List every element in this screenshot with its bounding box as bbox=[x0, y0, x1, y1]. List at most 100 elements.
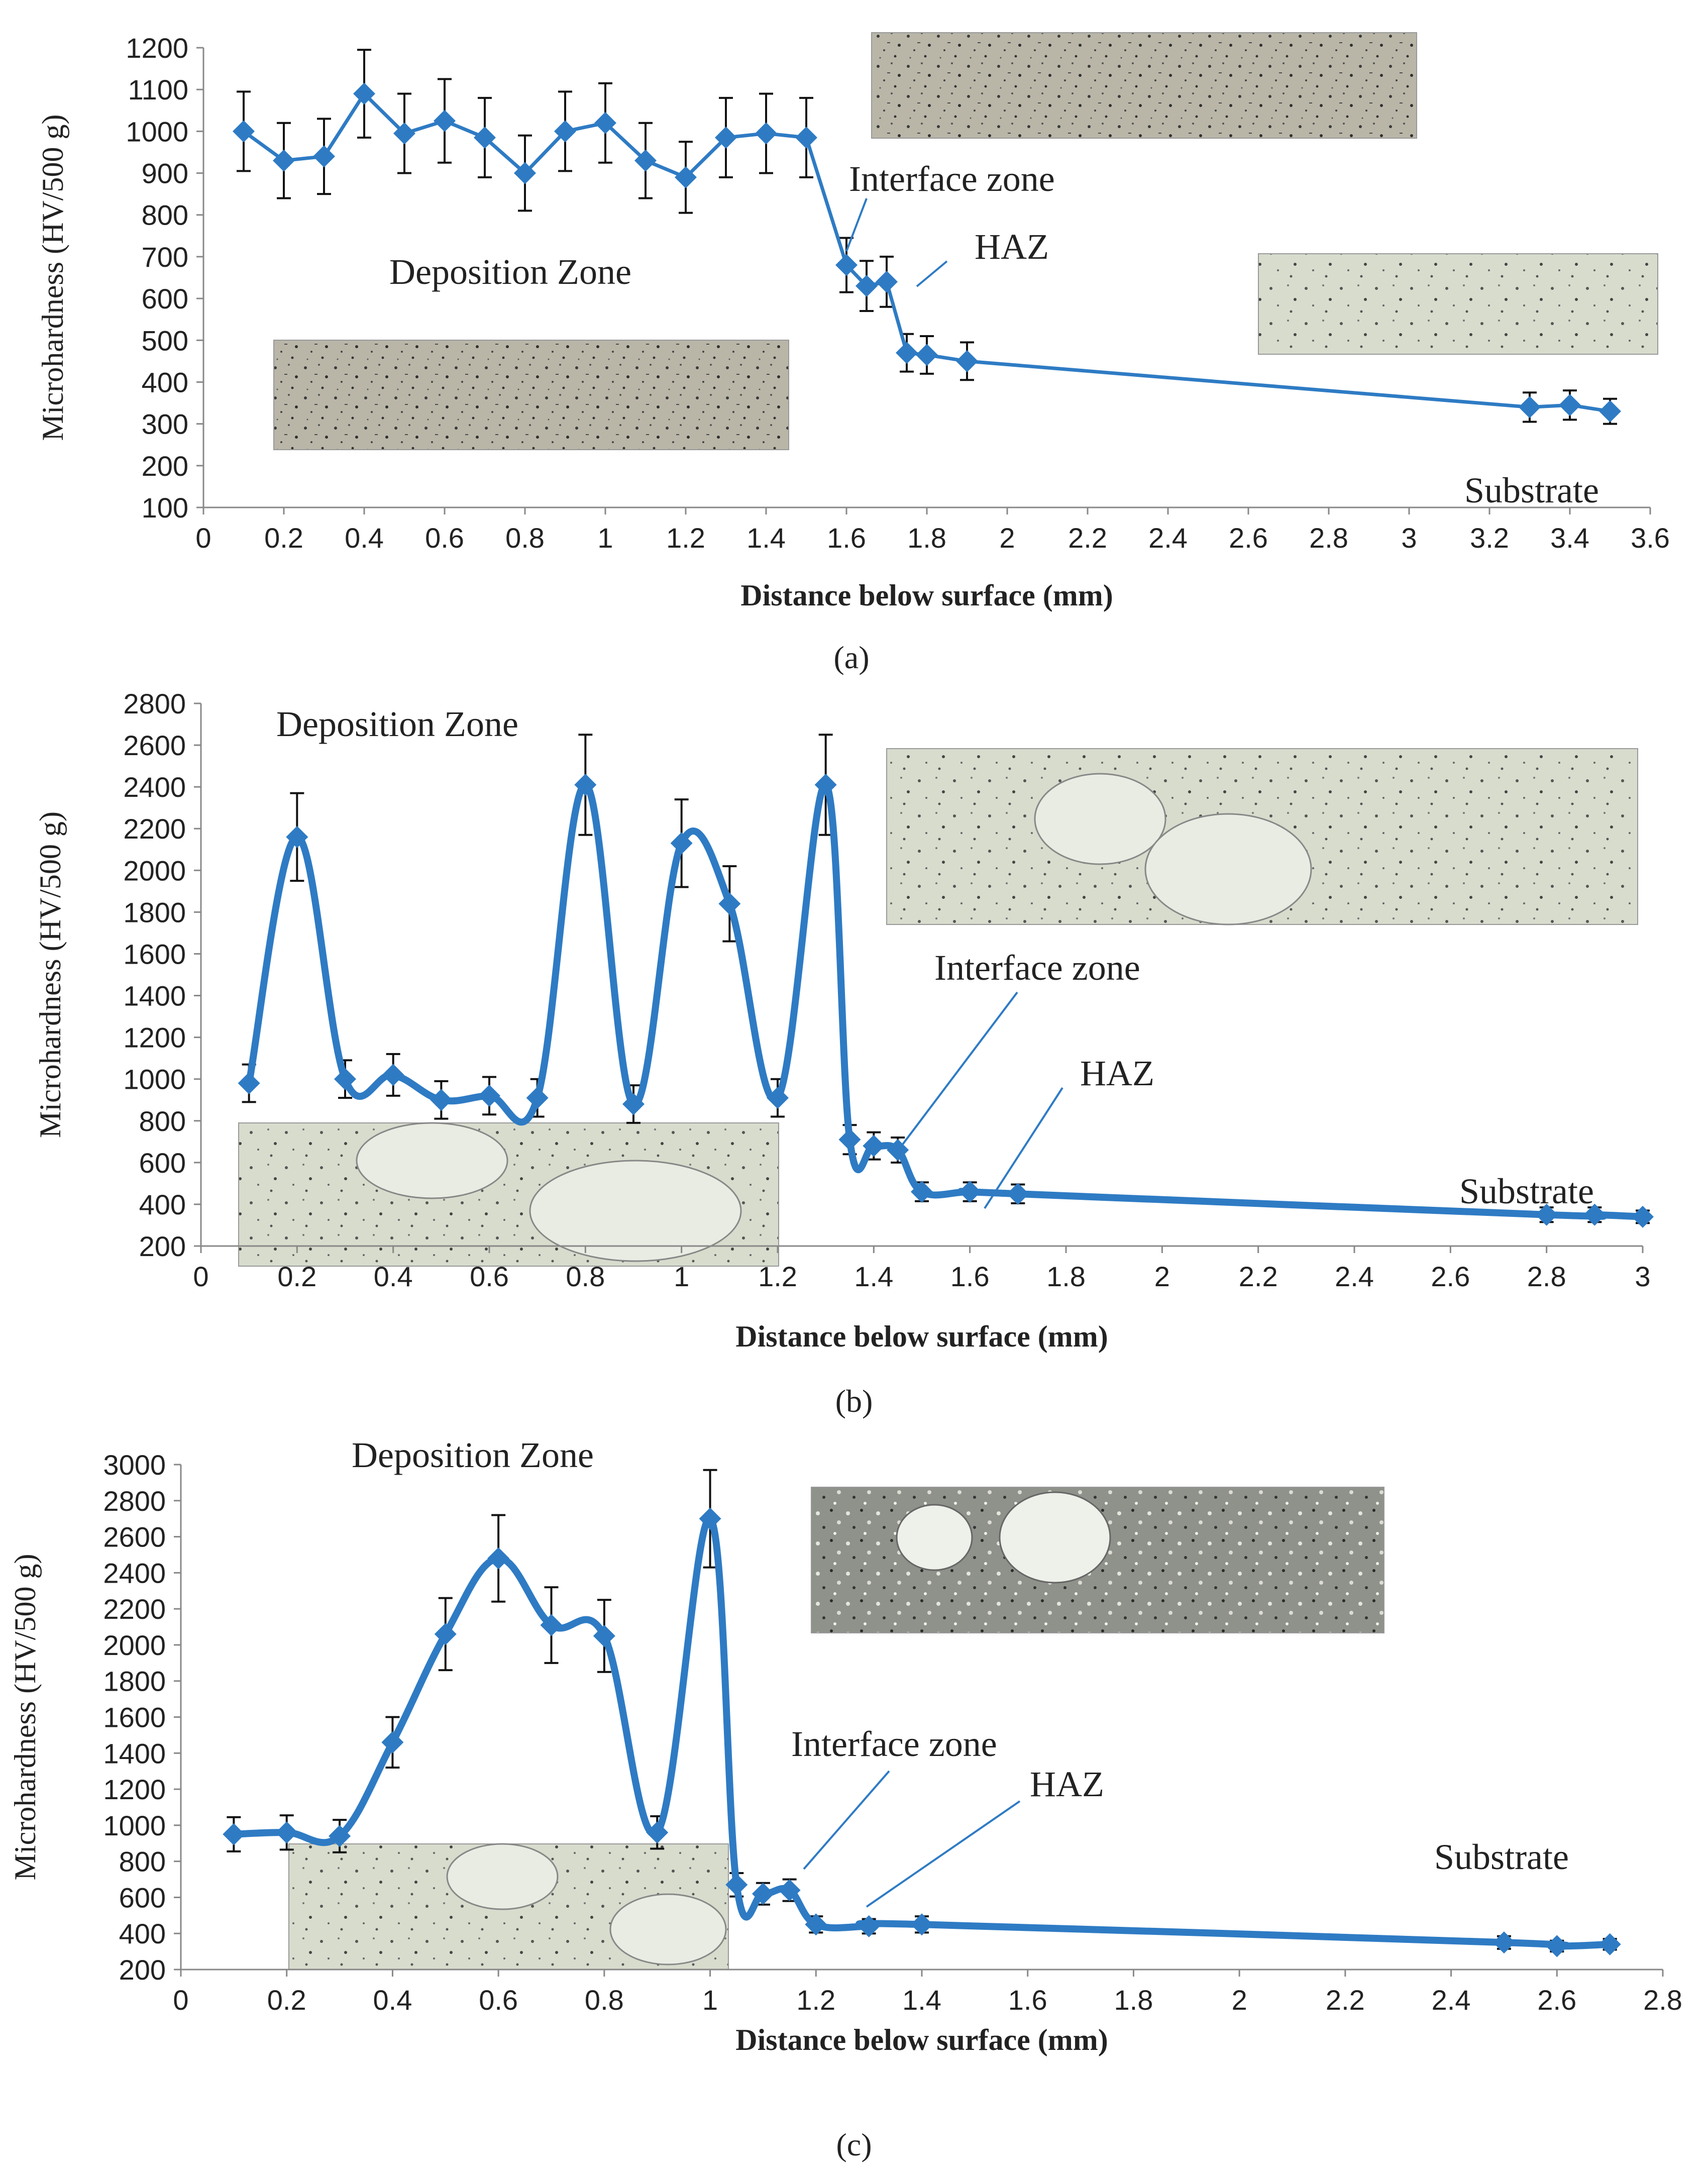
x-tick-label: 0.8 bbox=[566, 1261, 605, 1292]
data-point bbox=[863, 1134, 885, 1157]
x-axis-label: Distance below surface (mm) bbox=[740, 579, 1113, 612]
data-point bbox=[856, 275, 878, 297]
data-point bbox=[718, 892, 741, 915]
data-point bbox=[238, 1072, 260, 1094]
data-point bbox=[313, 145, 335, 168]
data-point bbox=[382, 1064, 404, 1086]
y-tick-label: 2000 bbox=[103, 1629, 166, 1661]
micrograph-particle bbox=[1034, 773, 1166, 865]
y-tick-label: 2200 bbox=[123, 813, 186, 845]
x-tick-label: 1 bbox=[674, 1261, 689, 1292]
x-tick-label: 3 bbox=[1401, 522, 1417, 554]
x-tick-label: 0.4 bbox=[373, 1984, 412, 2016]
x-axis-label: Distance below surface (mm) bbox=[735, 1320, 1108, 1353]
data-point bbox=[778, 1879, 801, 1902]
data-point bbox=[1559, 394, 1581, 417]
data-point bbox=[725, 1874, 748, 1896]
data-point bbox=[430, 1089, 453, 1111]
data-point bbox=[838, 1128, 861, 1151]
y-tick-label: 200 bbox=[119, 1954, 166, 1986]
data-point bbox=[670, 832, 693, 855]
data-point bbox=[1598, 1933, 1621, 1955]
x-tick-label: 1.4 bbox=[902, 1984, 941, 2016]
x-tick-label: 2.4 bbox=[1432, 1984, 1471, 2016]
data-point bbox=[329, 1825, 351, 1847]
y-tick-label: 2800 bbox=[103, 1485, 166, 1517]
data-point bbox=[956, 350, 978, 372]
tick-labels: 0 0.2 0.4 0.6 0.8 1 1.2 1.4 1.6 1.8 2 2.2 2.4 2.6 2.8 3… bbox=[34, 688, 1651, 1353]
haz-arrow bbox=[984, 1087, 1063, 1209]
y-tick-label: 1000 bbox=[126, 116, 188, 147]
x-tick-label: 1.4 bbox=[746, 522, 786, 554]
y-tick-label: 500 bbox=[142, 325, 188, 356]
y-tick-label: 1200 bbox=[103, 1774, 166, 1805]
data-point bbox=[381, 1731, 404, 1753]
data-point bbox=[1632, 1205, 1654, 1228]
x-tick-label: 2.2 bbox=[1239, 1261, 1278, 1292]
x-tick-label: 1.6 bbox=[827, 522, 866, 554]
y-tick-label: 300 bbox=[142, 408, 188, 440]
interface-zone-label: Interface zone bbox=[849, 159, 1055, 199]
data-point bbox=[795, 126, 817, 149]
x-tick-label: 2.6 bbox=[1431, 1261, 1470, 1292]
interface-arrow bbox=[845, 198, 868, 252]
x-tick-label: 0.2 bbox=[277, 1261, 316, 1292]
x-tick-label: 1.4 bbox=[854, 1261, 893, 1292]
data-point bbox=[835, 254, 858, 276]
x-tick-label: 0.8 bbox=[505, 522, 545, 554]
data-point bbox=[1007, 1183, 1029, 1205]
substrate-label: Substrate bbox=[1434, 1837, 1569, 1877]
x-tick-label: 0 bbox=[195, 522, 211, 554]
interface-arrow bbox=[901, 991, 1018, 1147]
data-point bbox=[1599, 400, 1621, 423]
x-tick-label: 2.2 bbox=[1326, 1984, 1365, 2016]
haz-label: HAZ bbox=[1080, 1053, 1154, 1093]
data-point bbox=[858, 1915, 880, 1937]
data-point bbox=[434, 1623, 457, 1645]
x-tick-label: 1.8 bbox=[1114, 1984, 1153, 2016]
data-point bbox=[223, 1823, 245, 1845]
y-tick-label: 700 bbox=[142, 241, 188, 273]
x-tick-label: 0.4 bbox=[345, 522, 384, 554]
data-point bbox=[1519, 396, 1541, 419]
data-point bbox=[554, 120, 576, 143]
axes bbox=[174, 1464, 1664, 1977]
data-points bbox=[223, 1507, 1621, 1957]
chart-panel-b: 0 0.2 0.4 0.6 0.8 1 1.2 1.4 1.6 1.8 2 2.2 2.4 2.6 2.8 3… bbox=[34, 688, 1654, 1419]
data-point bbox=[715, 126, 737, 149]
axes bbox=[196, 47, 1651, 514]
data-point bbox=[275, 1821, 298, 1844]
y-tick-label: 800 bbox=[139, 1105, 186, 1137]
data-point bbox=[896, 342, 918, 364]
y-axis-label: Microhardness (HV/500 g) bbox=[9, 1554, 42, 1881]
haz-label: HAZ bbox=[975, 227, 1049, 267]
data-point bbox=[594, 112, 616, 134]
x-tick-label: 1 bbox=[597, 522, 613, 554]
panel-caption: (b) bbox=[835, 1383, 873, 1419]
data-point bbox=[634, 149, 657, 172]
y-tick-label: 200 bbox=[139, 1230, 186, 1262]
axes bbox=[194, 702, 1644, 1253]
y-tick-label: 1600 bbox=[103, 1702, 166, 1733]
y-tick-label: 600 bbox=[119, 1882, 166, 1913]
data-point bbox=[487, 1547, 510, 1570]
data-point bbox=[1535, 1203, 1558, 1226]
data-point bbox=[699, 1507, 721, 1530]
y-tick-label: 1400 bbox=[103, 1737, 166, 1769]
x-tick-label: 2.8 bbox=[1309, 522, 1348, 554]
data-point bbox=[767, 1087, 789, 1109]
tick-labels: 0 0.2 0.4 0.6 0.8 1 1.2 1.4 1.6 1.8 2 2.2 2.4 2.6 2.8 2… bbox=[9, 1449, 1682, 2056]
data-point bbox=[593, 1624, 615, 1647]
data-point bbox=[911, 1181, 933, 1203]
deposition-zone-label: Deposition Zone bbox=[352, 1435, 594, 1475]
x-tick-label: 2.6 bbox=[1537, 1984, 1576, 2016]
x-tick-label: 1.2 bbox=[666, 522, 705, 554]
x-tick-label: 3.4 bbox=[1550, 522, 1589, 554]
y-tick-label: 1200 bbox=[126, 32, 188, 64]
x-tick-label: 0 bbox=[193, 1261, 208, 1292]
data-point bbox=[474, 126, 496, 149]
haz-arrow bbox=[916, 260, 948, 287]
micrograph-particle bbox=[609, 1893, 727, 1966]
x-axis-label: Distance below surface (mm) bbox=[735, 2023, 1108, 2056]
